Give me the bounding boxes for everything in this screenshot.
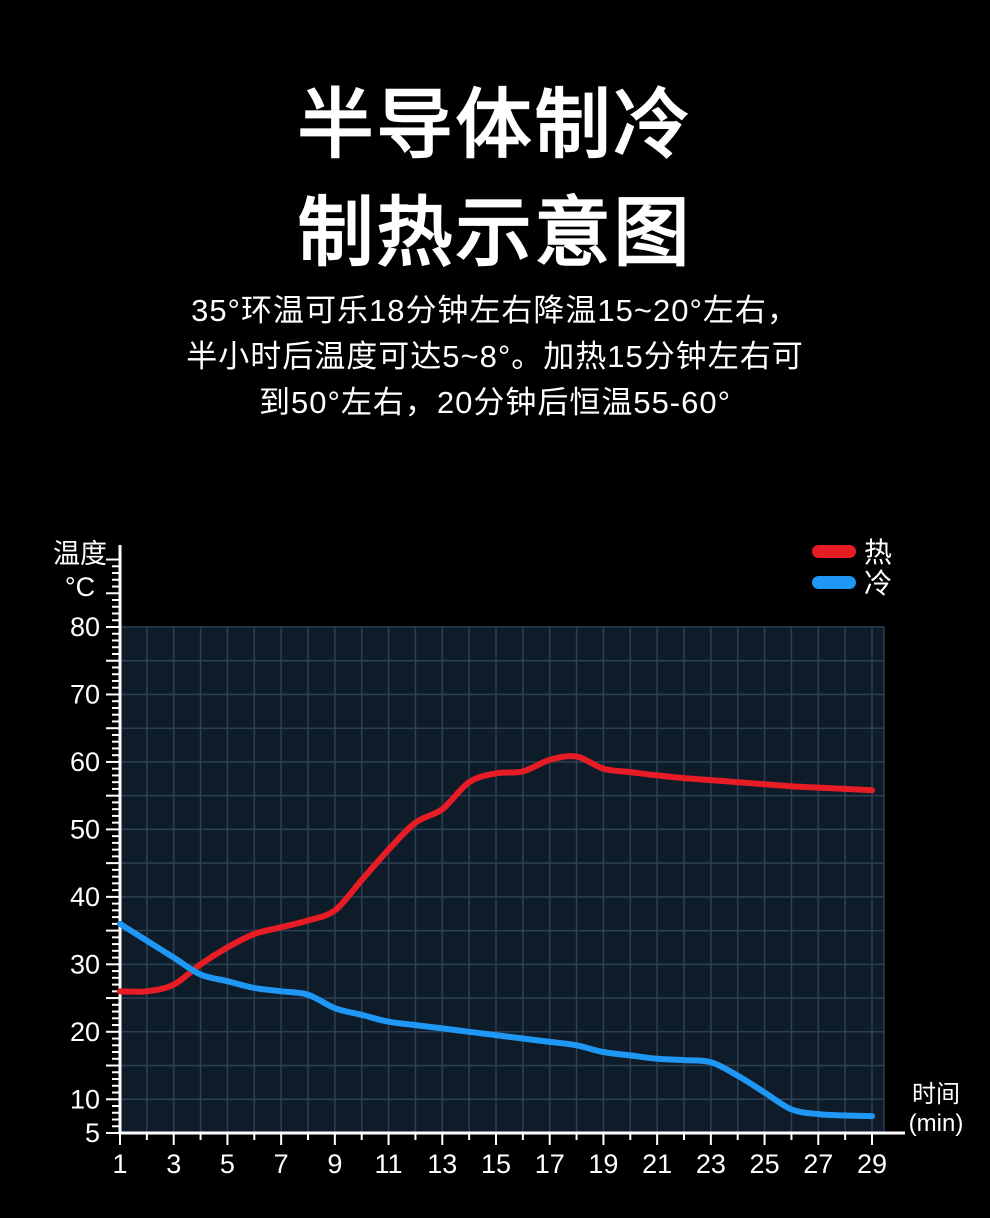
y-tick-label: 60	[70, 747, 100, 777]
x-tick-label: 15	[481, 1149, 511, 1179]
y-tick-label: 80	[70, 612, 100, 642]
y-tick-label: 70	[70, 679, 100, 709]
y-axis-title: 温度 °C	[35, 538, 125, 604]
x-tick-label: 9	[327, 1149, 342, 1179]
x-tick-label: 29	[857, 1149, 887, 1179]
legend-swatch-热	[812, 545, 856, 558]
x-tick-label: 11	[375, 1149, 403, 1179]
x-tick-label: 3	[166, 1149, 181, 1179]
y-tick-label: 20	[70, 1017, 100, 1047]
x-tick-label: 27	[803, 1149, 833, 1179]
description-line-1: 35°环温可乐18分钟左右降温15~20°左右，	[191, 293, 799, 328]
y-axis-title-line-1: 温度	[53, 539, 107, 569]
x-tick-label: 21	[642, 1149, 672, 1179]
legend-label-冷: 冷	[864, 568, 892, 599]
description-line-2: 半小时后温度可达5~8°。加热15分钟左右可	[186, 338, 804, 374]
x-tick-label: 17	[535, 1149, 565, 1179]
series-line-热	[117, 753, 875, 995]
legend-swatch-冷	[812, 576, 856, 589]
x-axis-title-line-2: (min)	[908, 1110, 964, 1138]
y-tick-label: 10	[70, 1084, 100, 1114]
x-tick-label: 5	[220, 1149, 235, 1179]
description: 35°环温可乐18分钟左右降温15~20°左右， 半小时后温度可达5~8°。加热…	[0, 288, 990, 426]
x-tick-label: 13	[427, 1149, 457, 1179]
description-line-3: 到50°左右，20分钟后恒温55-60°	[258, 384, 732, 420]
y-tick-label: 50	[70, 814, 100, 844]
x-axis-title: 时间 (min)	[893, 1080, 979, 1139]
x-axis-title-line-1: 时间	[912, 1081, 960, 1108]
x-tick-label: 7	[274, 1149, 289, 1179]
y-tick-label: 5	[85, 1118, 100, 1148]
series-line-冷	[117, 920, 875, 1120]
x-tick-label: 23	[696, 1149, 726, 1179]
title-line-2: 制热示意图	[297, 190, 693, 276]
y-tick-label: 40	[70, 882, 100, 912]
x-tick-label: 25	[750, 1149, 780, 1179]
x-tick-label: 1	[112, 1149, 127, 1179]
x-tick-label: 19	[588, 1149, 618, 1179]
title-line-1: 半导体制冷	[297, 83, 693, 168]
page-title: 半导体制冷 制热示意图	[0, 72, 990, 288]
y-axis-title-line-2: °C	[64, 571, 96, 602]
legend-label-热: 热	[864, 537, 892, 568]
y-tick-label: 30	[70, 949, 100, 979]
plot-background	[120, 627, 884, 1133]
